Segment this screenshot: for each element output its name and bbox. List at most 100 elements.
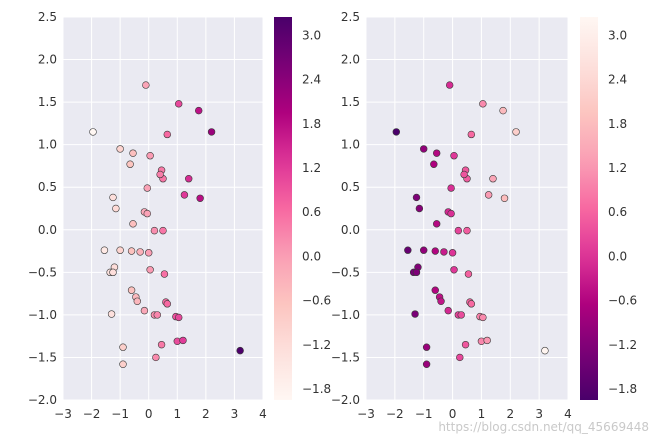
plot-area — [63, 17, 263, 400]
y-tick-label: −1.0 — [331, 308, 360, 322]
data-point — [457, 311, 465, 319]
data-point — [444, 306, 452, 315]
watermark-text: https://blog.csdn.net/qq_45669448 — [438, 420, 649, 434]
x-tick-label: 2 — [202, 407, 210, 421]
data-point — [175, 313, 183, 322]
data-point — [207, 128, 216, 136]
data-point — [116, 145, 124, 153]
colorbar-tick-label: −0.6 — [608, 294, 637, 308]
data-point — [156, 170, 164, 179]
y-tick-label: −0.5 — [28, 265, 57, 279]
data-point — [160, 270, 169, 278]
data-point — [433, 149, 441, 157]
data-point — [460, 170, 468, 179]
x-tick-label: −2 — [386, 407, 404, 421]
data-point — [450, 266, 458, 274]
data-point — [463, 226, 471, 235]
data-point — [127, 247, 136, 255]
colorbar-tick-label: −0.6 — [302, 294, 331, 308]
data-point — [448, 249, 457, 257]
data-point — [431, 286, 439, 294]
y-tick-label: −1.5 — [28, 350, 57, 364]
data-point — [483, 336, 491, 345]
data-point — [467, 130, 476, 139]
plot-area — [366, 17, 568, 400]
data-point — [464, 270, 473, 278]
data-point — [412, 193, 421, 202]
data-point — [420, 145, 428, 153]
data-point — [500, 194, 509, 202]
data-point — [499, 106, 507, 115]
data-point — [146, 266, 154, 274]
data-point — [163, 130, 171, 139]
data-point — [157, 340, 166, 349]
data-point — [133, 297, 141, 305]
data-point — [450, 152, 458, 160]
data-point — [392, 128, 400, 136]
x-tick-label: 4 — [564, 407, 572, 421]
y-tick-label: −2.0 — [331, 393, 360, 407]
y-tick-label: −0.5 — [331, 265, 360, 279]
data-point — [437, 297, 445, 305]
data-point — [454, 226, 463, 235]
data-point — [116, 246, 124, 254]
data-point — [143, 209, 151, 218]
x-tick-label: 0 — [145, 407, 153, 421]
y-tick-label: 2.5 — [38, 10, 57, 24]
x-tick-label: 3 — [535, 407, 543, 421]
data-point — [484, 191, 493, 199]
data-point — [163, 300, 171, 308]
data-point — [430, 160, 438, 168]
data-point — [422, 360, 431, 368]
colorbar-tick-label: 0.0 — [302, 249, 321, 263]
data-point — [89, 128, 97, 136]
data-point — [236, 346, 244, 355]
colorbar-tick-label: 3.0 — [608, 28, 627, 42]
colorbar-bar — [274, 17, 292, 400]
colorbar-tick-label: 1.2 — [302, 161, 321, 175]
colorbar-tick-label: 0.6 — [302, 205, 321, 219]
data-point — [461, 340, 470, 349]
data-point — [175, 100, 183, 108]
colorbar-tick-label: −1.8 — [608, 382, 637, 396]
data-point — [129, 220, 137, 228]
y-tick-label: −2.0 — [28, 393, 57, 407]
data-point — [159, 226, 167, 235]
colorbar-tick-label: −1.2 — [302, 338, 331, 352]
data-point — [107, 310, 116, 318]
y-tick-label: −1.5 — [331, 350, 360, 364]
data-point — [415, 204, 424, 213]
x-tick-label: 4 — [259, 407, 267, 421]
data-point — [109, 193, 117, 202]
data-point — [119, 360, 127, 368]
data-point — [404, 246, 412, 254]
y-tick-label: 2.0 — [341, 53, 360, 67]
data-point — [541, 346, 549, 355]
data-point — [447, 184, 455, 192]
data-point — [143, 184, 151, 192]
data-point — [129, 149, 137, 157]
x-tick-label: 2 — [506, 407, 514, 421]
x-tick-label: −3 — [357, 407, 375, 421]
data-point — [100, 246, 109, 254]
data-point — [153, 311, 161, 319]
colorbar-tick-label: 0.0 — [608, 249, 627, 263]
data-point — [119, 343, 127, 351]
data-point — [127, 286, 136, 294]
data-point — [512, 128, 520, 136]
x-tick-label: −1 — [111, 407, 129, 421]
data-point — [420, 246, 428, 254]
data-point — [185, 175, 193, 183]
data-point — [140, 306, 149, 315]
x-tick-label: −2 — [83, 407, 101, 421]
data-point — [112, 204, 120, 213]
data-point — [467, 300, 476, 308]
colorbar-right: −1.8 −1.2 −0.6 0.0 0.6 1.2 1.8 2.4 3.0 — [580, 17, 637, 400]
x-tick-label: 3 — [231, 407, 239, 421]
data-point — [145, 249, 153, 257]
colorbar-tick-label: 1.8 — [608, 117, 627, 131]
colorbar-tick-label: −1.2 — [608, 338, 637, 352]
y-tick-label: 1.5 — [38, 95, 57, 109]
y-tick-label: 1.0 — [341, 138, 360, 152]
